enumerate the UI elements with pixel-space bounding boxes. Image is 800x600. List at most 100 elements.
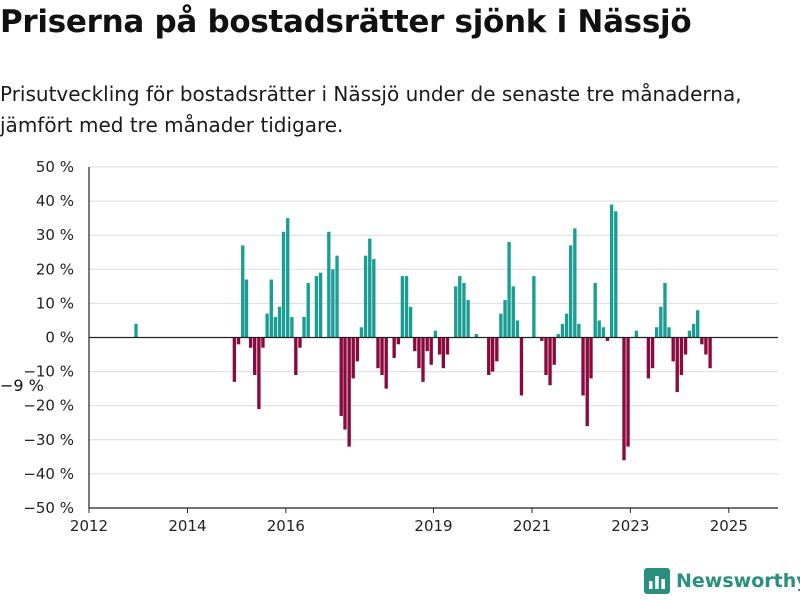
bar: [466, 299, 470, 338]
y-tick-labels: 50 % 40 % 30 % 20 % 10 % 0 % −10 % −20 % −30 % −4…: [23, 158, 74, 517]
bar: [490, 337, 495, 372]
bar: [548, 337, 552, 386]
chart-title: Priserna på bostadsrätter sjönk i Nässjö: [0, 4, 692, 40]
annotation-group: −9 %: [0, 376, 44, 395]
bar: [458, 276, 462, 338]
bar: [560, 323, 565, 338]
bar: [622, 337, 626, 461]
bar: [675, 337, 679, 393]
bar: [609, 204, 614, 338]
bar: [499, 313, 503, 338]
x-tick-label: 2019: [414, 517, 452, 535]
bar: [519, 337, 524, 396]
bar: [363, 255, 368, 338]
bar: [302, 317, 306, 338]
y-tick-label: 40 %: [36, 192, 74, 210]
bar: [601, 327, 606, 338]
bar: [339, 337, 343, 416]
bar: [236, 337, 241, 345]
bar: [306, 282, 310, 338]
bar: [347, 337, 351, 447]
y-tick-label: 50 %: [36, 158, 74, 176]
bar: [691, 323, 696, 338]
bar: [437, 337, 442, 355]
bar: [503, 299, 507, 338]
bar-chart: 50 % 40 % 30 % 20 % 10 % 0 % −10 % −20 % −30 % −4…: [0, 158, 778, 535]
bar: [261, 337, 265, 348]
bar: [589, 337, 593, 379]
y-tick-label: −20 %: [23, 397, 74, 415]
bar: [244, 279, 249, 338]
bar: [564, 313, 569, 338]
bar: [384, 337, 388, 389]
bar: [663, 282, 667, 338]
bar: [232, 337, 237, 382]
bar: [331, 269, 335, 338]
x-tick-labels: 2012 2014 2016 2019 2021 2023 2025: [70, 517, 748, 535]
bar: [376, 337, 380, 369]
bar: [368, 238, 372, 338]
bar: [441, 337, 446, 369]
bar: [540, 337, 544, 341]
bar: [671, 337, 675, 362]
bar: [634, 330, 639, 338]
bar: [585, 337, 589, 427]
bar: [327, 231, 331, 338]
bar: [355, 337, 360, 362]
brand-name: Newsworthy: [676, 570, 800, 592]
bar: [687, 330, 692, 338]
bar: [704, 337, 708, 355]
bar: [515, 320, 520, 338]
bar: [577, 323, 581, 338]
bar: [290, 317, 294, 338]
y-tick-label: 0 %: [45, 329, 74, 347]
bar: [708, 337, 712, 369]
bar: [679, 337, 684, 376]
bar: [683, 337, 688, 355]
bar: [392, 337, 396, 358]
bar: [253, 337, 257, 376]
bar: [335, 255, 339, 338]
bar: [314, 276, 319, 338]
bar: [568, 245, 573, 338]
bar: [359, 327, 364, 338]
bar: [425, 337, 429, 352]
bar: [654, 327, 659, 338]
bar: [659, 306, 663, 338]
bar: [556, 334, 560, 338]
bar: [614, 211, 618, 338]
bar: [700, 337, 704, 345]
bar: [429, 337, 433, 365]
bar: [507, 242, 511, 338]
latest-value-annotation: −9 %: [0, 376, 44, 395]
bar: [433, 330, 438, 338]
bar: [396, 337, 401, 345]
x-tick-label: 2012: [70, 517, 108, 535]
bar: [454, 286, 458, 338]
bar: [597, 320, 601, 338]
bar: [257, 337, 261, 410]
bar: [351, 337, 355, 379]
bar: [667, 327, 671, 338]
bar: [408, 306, 413, 338]
bar: [495, 337, 499, 362]
bar: [646, 337, 651, 379]
y-tick-label: −50 %: [23, 499, 74, 517]
bar: [417, 337, 421, 369]
x-tick-label: 2021: [513, 517, 551, 535]
bar: [286, 218, 290, 338]
bar: [593, 282, 597, 338]
bar: [421, 337, 425, 382]
bar: [650, 337, 655, 369]
bar: [298, 337, 302, 348]
bar: [277, 306, 282, 338]
bar: [281, 231, 286, 338]
axes-group: [88, 167, 778, 513]
bar: [474, 334, 479, 338]
y-tick-label: 10 %: [36, 294, 74, 312]
bars-group: [134, 204, 712, 461]
bar: [241, 245, 245, 338]
y-tick-label: −40 %: [23, 465, 74, 483]
bar: [294, 337, 298, 376]
y-tick-label: 20 %: [36, 260, 74, 278]
